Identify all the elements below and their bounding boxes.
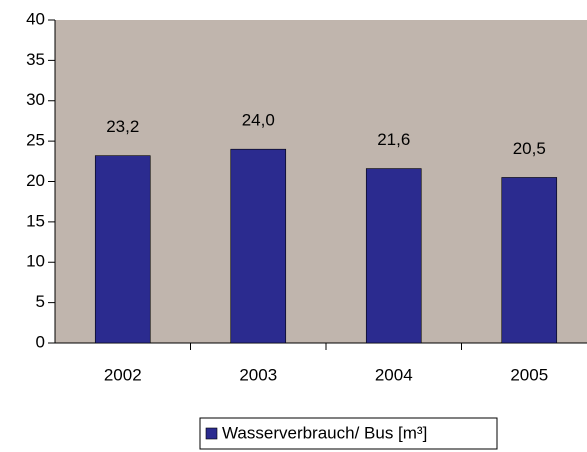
legend-label: Wasserverbrauch/ Bus [m³] [222,423,427,442]
x-tick-label: 2004 [375,365,413,384]
y-tick-label: 25 [26,131,45,150]
legend-box [199,417,498,450]
data-label: 23,2 [106,117,139,136]
bar [94,155,151,344]
data-label: 20,5 [513,139,546,158]
y-tick-label: 20 [26,171,45,190]
legend-swatch [205,427,218,440]
y-tick-label: 40 [26,9,45,28]
bar [365,168,422,344]
x-tick-label: 2002 [104,365,142,384]
data-label: 24,0 [242,111,275,130]
x-tick-label: 2003 [239,365,277,384]
y-tick-label: 15 [26,211,45,230]
y-tick-label: 5 [36,292,45,311]
bar [230,148,287,344]
y-tick-label: 10 [26,252,45,271]
y-tick-label: 35 [26,50,45,69]
bar [501,177,558,344]
x-tick-label: 2005 [510,365,548,384]
data-label: 21,6 [377,130,410,149]
y-tick-label: 30 [26,90,45,109]
y-tick-label: 0 [36,332,45,351]
